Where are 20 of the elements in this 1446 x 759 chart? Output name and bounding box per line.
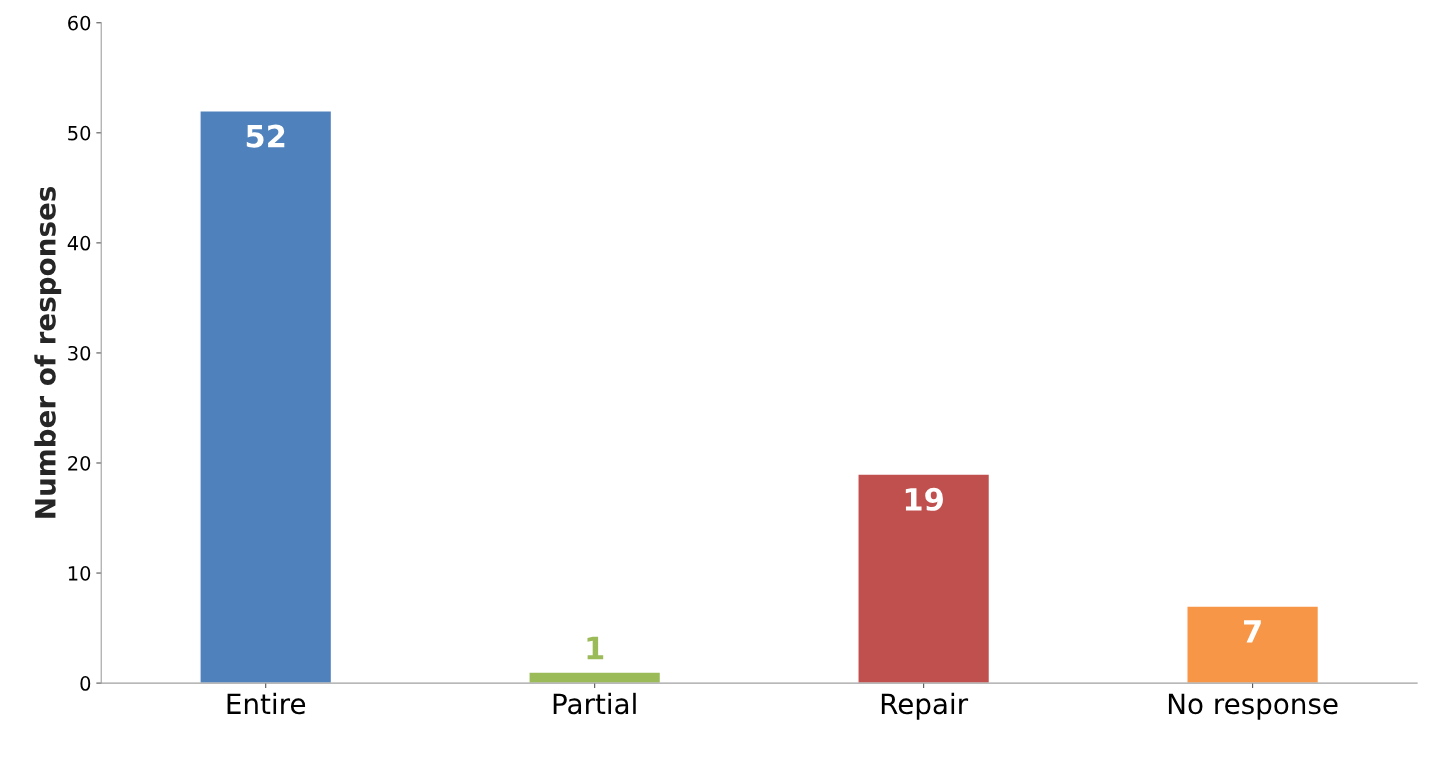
data-label: 52 <box>246 124 285 148</box>
y-tick-label: 40 <box>67 235 91 251</box>
data-label: 19 <box>905 487 943 511</box>
bar <box>528 671 662 684</box>
y-tick-label: 20 <box>68 455 91 471</box>
bar <box>857 473 991 684</box>
y-tick-label: 30 <box>68 345 91 361</box>
y-tick-label: 60 <box>68 15 91 31</box>
x-tick-label: Entire <box>227 692 306 715</box>
data-label: 1 <box>587 636 604 660</box>
bar <box>199 110 333 684</box>
y-tick-label: 0 <box>80 676 91 691</box>
y-axis-title: Number of responses <box>34 186 62 518</box>
x-tick-label: Partial <box>553 692 636 715</box>
y-tick-label: 10 <box>68 566 91 581</box>
data-label: 7 <box>1244 620 1261 643</box>
y-tick-label: 50 <box>68 125 91 141</box>
bar <box>1186 605 1320 684</box>
x-tick-label: No response <box>1168 693 1338 720</box>
x-tick-label: Repair <box>881 692 969 720</box>
